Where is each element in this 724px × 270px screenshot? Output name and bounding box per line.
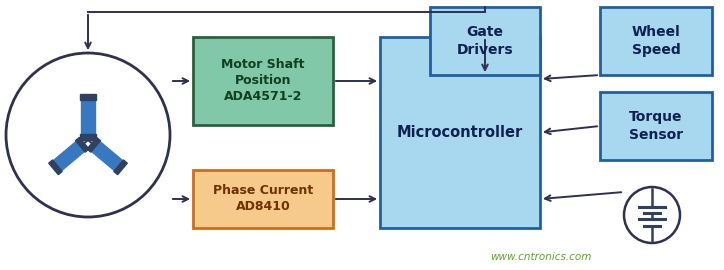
Bar	[193, 37, 333, 125]
Text: Wheel
Speed: Wheel Speed	[631, 25, 681, 57]
Circle shape	[624, 187, 680, 243]
Polygon shape	[114, 160, 127, 175]
Polygon shape	[80, 94, 96, 100]
Bar	[600, 7, 712, 75]
Bar	[430, 7, 540, 75]
Text: Phase Current
AD8410: Phase Current AD8410	[213, 184, 313, 214]
Text: Gate
Drivers: Gate Drivers	[457, 25, 513, 57]
Polygon shape	[80, 134, 96, 140]
Bar	[380, 37, 540, 228]
Polygon shape	[50, 139, 88, 173]
Text: Torque
Sensor: Torque Sensor	[629, 110, 683, 142]
Bar	[600, 92, 712, 160]
Polygon shape	[81, 96, 95, 138]
Text: Motor Shaft
Position
ADA4571-2: Motor Shaft Position ADA4571-2	[222, 59, 305, 103]
Polygon shape	[88, 139, 126, 173]
Polygon shape	[49, 160, 62, 175]
Circle shape	[6, 53, 170, 217]
Bar	[193, 170, 333, 228]
Text: www.cntronics.com: www.cntronics.com	[490, 252, 592, 262]
Polygon shape	[87, 137, 101, 152]
Text: Microcontroller: Microcontroller	[397, 125, 523, 140]
Polygon shape	[75, 137, 89, 152]
